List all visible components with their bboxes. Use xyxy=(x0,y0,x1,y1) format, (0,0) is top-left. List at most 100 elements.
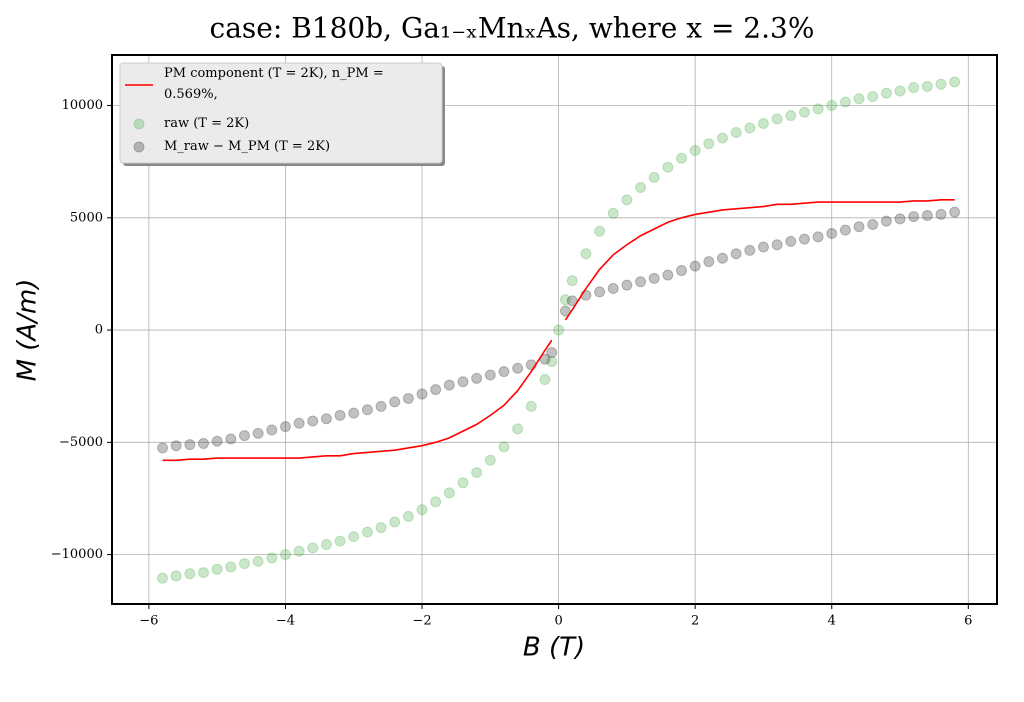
x-tick-label: 2 xyxy=(691,614,699,629)
data-point xyxy=(935,78,947,90)
data-point xyxy=(361,404,373,416)
data-point xyxy=(935,208,947,220)
data-point xyxy=(402,510,414,522)
x-tick-label: −4 xyxy=(276,614,295,629)
y-tick-label: 5000 xyxy=(70,210,103,225)
data-point xyxy=(826,100,838,112)
data-point xyxy=(867,91,879,103)
data-point xyxy=(798,233,810,245)
data-point xyxy=(238,558,250,570)
legend-key xyxy=(133,141,145,153)
y-tick-label: −5000 xyxy=(59,435,103,450)
data-point xyxy=(361,526,373,538)
data-point xyxy=(908,211,920,223)
data-point xyxy=(566,275,578,287)
data-point xyxy=(512,362,524,374)
data-point xyxy=(594,286,606,298)
data-point xyxy=(676,265,688,277)
data-point xyxy=(307,415,319,427)
data-point xyxy=(443,379,455,391)
data-point xyxy=(703,256,715,268)
data-point xyxy=(880,87,892,99)
data-point xyxy=(949,206,961,218)
data-point xyxy=(252,555,264,567)
data-point xyxy=(826,228,838,240)
plot-frame xyxy=(111,54,998,605)
data-point xyxy=(320,538,332,550)
legend-label: PM component (T = 2K), n_PM = 0.569%, n_… xyxy=(164,66,384,102)
data-point xyxy=(894,213,906,225)
data-point xyxy=(676,152,688,164)
data-point xyxy=(785,235,797,247)
data-point xyxy=(635,181,647,193)
data-point xyxy=(211,435,223,447)
data-point xyxy=(184,439,196,451)
data-point xyxy=(184,568,196,580)
data-point xyxy=(375,400,387,412)
data-point xyxy=(430,384,442,396)
data-point xyxy=(238,430,250,442)
data-point xyxy=(730,126,742,138)
chart-title: case: B180b, Ga₁₋ₓMnₓAs, where x = 2.3% xyxy=(210,12,815,45)
series-line xyxy=(162,199,955,462)
x-axis-label: B (T) xyxy=(523,633,585,663)
data-point xyxy=(546,355,558,367)
data-point xyxy=(348,531,360,543)
data-point xyxy=(334,409,346,421)
data-point xyxy=(662,269,674,281)
data-point xyxy=(320,413,332,425)
data-point xyxy=(198,437,210,449)
data-point xyxy=(225,433,237,445)
data-point xyxy=(266,552,278,564)
data-point xyxy=(559,305,571,317)
data-point xyxy=(559,294,571,306)
data-point xyxy=(471,372,483,384)
data-point xyxy=(689,144,701,156)
data-point xyxy=(757,241,769,253)
data-point xyxy=(211,563,223,575)
data-point xyxy=(293,545,305,557)
data-point xyxy=(279,549,291,561)
data-point xyxy=(266,424,278,436)
data-point xyxy=(880,215,892,227)
data-point xyxy=(484,369,496,381)
data-point xyxy=(771,113,783,125)
data-point xyxy=(525,400,537,412)
y-tick-label: 0 xyxy=(95,323,103,338)
data-point xyxy=(812,103,824,115)
data-point xyxy=(853,93,865,105)
data-point xyxy=(389,516,401,528)
data-point xyxy=(716,132,728,144)
data-point xyxy=(798,106,810,118)
x-tick-label: 6 xyxy=(964,614,972,629)
data-point xyxy=(662,161,674,173)
legend-entry-box: M_raw − M_PM (T = 2K) xyxy=(164,139,330,154)
data-point xyxy=(198,567,210,579)
data-point xyxy=(553,324,565,336)
data-point xyxy=(607,207,619,219)
data-point xyxy=(157,572,169,584)
data-point xyxy=(170,440,182,452)
data-point xyxy=(594,225,606,237)
data-point xyxy=(607,283,619,295)
data-point xyxy=(648,272,660,284)
data-point xyxy=(471,467,483,479)
legend-key xyxy=(133,118,145,130)
legend-entry-box: raw (T = 2K) xyxy=(164,116,249,131)
data-point xyxy=(252,427,264,439)
data-point xyxy=(621,194,633,206)
data-point xyxy=(921,80,933,92)
data-point xyxy=(894,85,906,97)
data-point xyxy=(703,138,715,150)
data-point xyxy=(157,442,169,454)
data-point xyxy=(546,347,558,359)
data-point xyxy=(635,276,647,288)
data-point xyxy=(375,522,387,534)
data-point xyxy=(949,76,961,88)
data-point xyxy=(457,376,469,388)
data-point xyxy=(443,487,455,499)
data-point xyxy=(839,224,851,236)
data-point xyxy=(744,244,756,256)
data-point xyxy=(170,570,182,582)
